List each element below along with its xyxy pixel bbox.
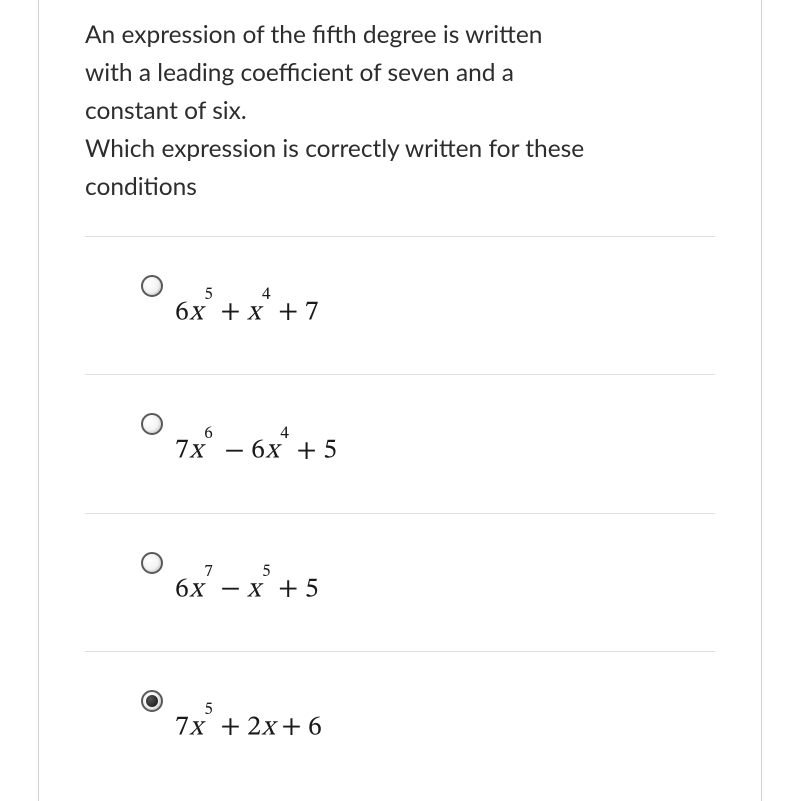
option-row[interactable]: 7x6−6x4+5 <box>85 374 715 512</box>
radio-button[interactable] <box>141 552 163 574</box>
question-text: An expression of the fifth degree is wri… <box>39 0 761 236</box>
option-row[interactable]: 6x5+x4+7 <box>85 236 715 374</box>
radio-button[interactable] <box>141 413 163 435</box>
question-line: An expression of the fifth degree is wri… <box>85 20 542 49</box>
option-expression: 6x7−x5+5 <box>175 572 319 607</box>
question-card: An expression of the fifth degree is wri… <box>38 0 762 801</box>
option-row[interactable]: 6x7−x5+5 <box>85 513 715 651</box>
option-expression: 7x5+2x+6 <box>175 710 322 745</box>
option-expression: 7x6−6x4+5 <box>175 433 338 468</box>
radio-button[interactable] <box>141 275 163 297</box>
radio-button[interactable] <box>141 690 163 712</box>
question-line: constant of six. <box>85 96 247 125</box>
question-line: with a leading coefficient of seven and … <box>85 58 514 87</box>
option-row[interactable]: 7x5+2x+6 <box>85 651 715 789</box>
question-line: conditions <box>85 172 197 201</box>
options-list: 6x5+x4+7 7x6−6x4+5 6x7−x5+5 7x5+2x+6 <box>39 236 761 789</box>
question-line: Which expression is correctly written fo… <box>85 134 584 163</box>
option-expression: 6x5+x4+7 <box>175 295 319 330</box>
